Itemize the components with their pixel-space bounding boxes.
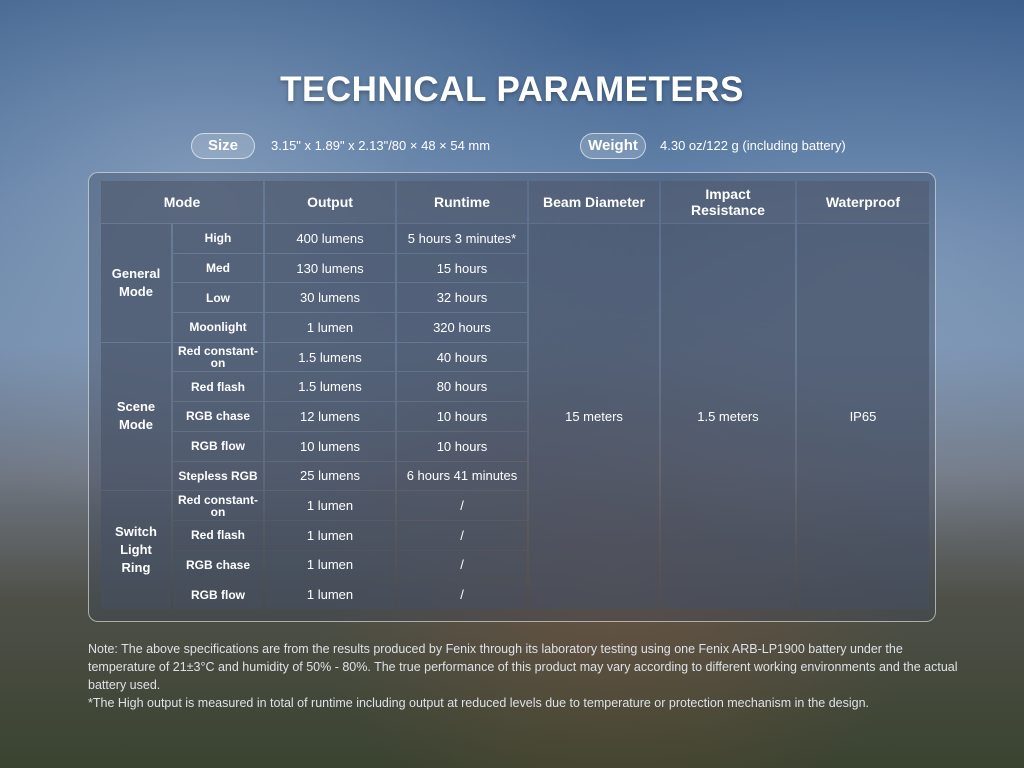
table-row: RGB chase 12 lumens 10 hours (101, 402, 929, 431)
size-value: 3.15" x 1.89" x 2.13"/80 × 48 × 54 mm (271, 138, 491, 153)
output-cell: 1 lumen (265, 313, 395, 342)
waterproof-cell: IP65 (796, 224, 929, 609)
mode-cell: RGB flow (173, 431, 263, 461)
mode-cell: RGB flow (173, 580, 263, 609)
runtime-cell: / (397, 491, 527, 520)
mode-cell: Stepless RGB (173, 461, 263, 491)
table-row: Med 130 lumens 15 hours (101, 253, 929, 283)
output-cell: 1 lumen (265, 491, 395, 520)
output-cell: 30 lumens (265, 283, 395, 313)
table-row: Low 30 lumens 32 hours (101, 283, 929, 313)
output-cell: 400 lumens (265, 224, 395, 253)
size-badge: Size (191, 133, 255, 159)
table-row: Switch Light Ring Red constant-on 1 lumen / (101, 491, 929, 609)
mode-cell: Red flash (173, 520, 263, 550)
mode-group: General Mode (101, 224, 171, 342)
output-cell: 1.5 lumens (265, 342, 395, 372)
output-cell: 1 lumen (265, 520, 395, 550)
runtime-cell: 6 hours 41 minutes (397, 461, 527, 491)
header-runtime: Runtime (397, 181, 527, 223)
runtime-cell: 320 hours (397, 313, 527, 342)
output-cell: 25 lumens (265, 461, 395, 491)
table-row: Moonlight 1 lumen 320 hours (101, 313, 929, 342)
runtime-cell: 32 hours (397, 283, 527, 313)
mode-group: Switch Light Ring (101, 491, 171, 609)
mode-cell: Red constant-on (173, 342, 263, 372)
runtime-cell: / (397, 580, 527, 609)
notes: Note: The above specifications are from … (88, 640, 958, 712)
mode-cell: RGB chase (173, 550, 263, 580)
runtime-cell: 5 hours 3 minutes* (397, 224, 527, 253)
mode-cell: Low (173, 283, 263, 313)
table-row: General Mode High 400 lumens 5 hours 3 minu… (101, 224, 929, 609)
output-cell: 12 lumens (265, 402, 395, 431)
header-impact: Impact Resistance (661, 181, 795, 223)
mode-cell: High (173, 224, 263, 253)
header-waterproof: Waterproof (796, 181, 929, 223)
runtime-cell: 10 hours (397, 402, 527, 431)
mode-cell: RGB chase (173, 402, 263, 431)
runtime-cell: 15 hours (397, 253, 527, 283)
mode-cell: Med (173, 253, 263, 283)
mode-cell: Red constant-on (173, 491, 263, 520)
output-cell: 1 lumen (265, 580, 395, 609)
footnote-text: *The High output is measured in total of… (88, 696, 869, 710)
table-row: Stepless RGB 25 lumens 6 hours 41 minutes (101, 461, 929, 491)
table-row: Red flash 1.5 lumens 80 hours (101, 372, 929, 402)
note-text: Note: The above specifications are from … (88, 642, 958, 692)
table-row: Scene Mode Red constant-on 1.5 lumens 40 ho… (101, 342, 929, 491)
impact-cell: 1.5 meters (661, 224, 795, 609)
output-cell: 1.5 lumens (265, 372, 395, 402)
beam-cell: 15 meters (529, 224, 659, 609)
parameters-table: Mode Output Runtime Beam Diameter Impact… (99, 180, 931, 610)
runtime-cell: / (397, 520, 527, 550)
mode-group: Scene Mode (101, 342, 171, 491)
table-row: Red flash 1 lumen / (101, 520, 929, 550)
table-row: RGB flow 1 lumen / (101, 580, 929, 609)
runtime-cell: 80 hours (397, 372, 527, 402)
output-cell: 10 lumens (265, 431, 395, 461)
table-row: RGB flow 10 lumens 10 hours (101, 431, 929, 461)
mode-cell: Moonlight (173, 313, 263, 342)
parameters-panel: Mode Output Runtime Beam Diameter Impact… (88, 172, 936, 622)
mode-cell: Red flash (173, 372, 263, 402)
runtime-cell: 40 hours (397, 342, 527, 372)
runtime-cell: / (397, 550, 527, 580)
weight-value: 4.30 oz/122 g (including battery) (660, 138, 846, 153)
header-beam: Beam Diameter (529, 181, 659, 223)
output-cell: 130 lumens (265, 253, 395, 283)
header-output: Output (265, 181, 395, 223)
header-mode: Mode (101, 181, 263, 223)
page-title: TECHNICAL PARAMETERS (280, 70, 744, 109)
output-cell: 1 lumen (265, 550, 395, 580)
runtime-cell: 10 hours (397, 431, 527, 461)
table-row: RGB chase 1 lumen / (101, 550, 929, 580)
weight-badge: Weight (580, 133, 646, 159)
